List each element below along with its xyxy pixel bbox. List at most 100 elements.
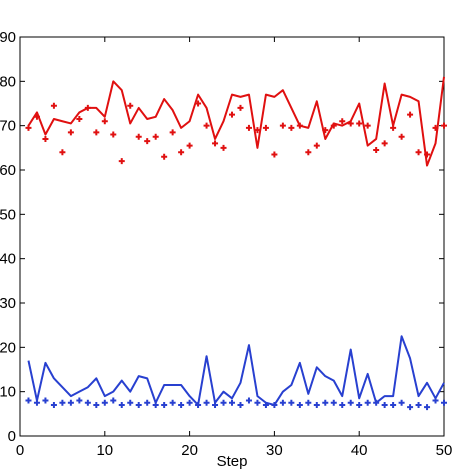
- marker: [313, 142, 320, 149]
- marker: [398, 399, 405, 406]
- marker: [25, 124, 32, 131]
- marker: [237, 104, 244, 111]
- marker: [262, 401, 269, 408]
- marker: [169, 129, 176, 136]
- marker: [254, 127, 261, 134]
- y-tick-label: 30: [0, 295, 16, 312]
- marker: [195, 401, 202, 408]
- marker: [144, 399, 151, 406]
- marker: [33, 399, 40, 406]
- y-tick-label: 40: [0, 251, 16, 268]
- y-tick-label: 20: [0, 339, 16, 356]
- marker: [229, 111, 235, 118]
- marker: [152, 133, 159, 140]
- x-tick-label: 20: [181, 442, 198, 459]
- marker: [390, 401, 397, 408]
- marker: [339, 401, 346, 408]
- marker: [390, 124, 397, 131]
- plot-frame: [19, 36, 445, 437]
- marker: [245, 397, 252, 404]
- marker: [50, 401, 57, 408]
- marker: [432, 124, 439, 131]
- marker: [110, 397, 117, 404]
- x-tick-label: 50: [436, 442, 453, 459]
- marker: [67, 129, 74, 136]
- marker: [186, 399, 193, 406]
- marker: [144, 138, 151, 145]
- marker: [373, 147, 380, 154]
- marker: [50, 102, 57, 109]
- marker: [59, 149, 66, 156]
- marker: [127, 399, 134, 406]
- marker: [84, 399, 91, 406]
- marker: [262, 124, 269, 131]
- marker: [33, 113, 40, 120]
- marker: [322, 127, 329, 134]
- x-tick-label: 0: [16, 442, 24, 459]
- x-axis-label: Step: [217, 453, 248, 470]
- marker: [441, 122, 447, 129]
- marker: [339, 118, 346, 125]
- marker: [279, 399, 286, 406]
- marker: [93, 129, 100, 136]
- marker: [381, 140, 388, 147]
- marker: [373, 399, 380, 406]
- marker: [42, 397, 49, 404]
- marker: [76, 397, 83, 404]
- marker: [322, 399, 329, 406]
- marker: [381, 401, 388, 408]
- y-tick-label: 10: [0, 384, 16, 401]
- marker: [135, 401, 142, 408]
- marker: [305, 149, 312, 156]
- marker: [59, 399, 66, 406]
- marker: [161, 401, 168, 408]
- marker: [424, 151, 431, 158]
- x-tick-label: 10: [96, 442, 113, 459]
- marker: [415, 401, 422, 408]
- marker: [178, 149, 185, 156]
- marker: [67, 399, 74, 406]
- marker: [407, 111, 414, 118]
- marker: [101, 118, 108, 125]
- marker: [42, 135, 49, 142]
- marker: [101, 399, 108, 406]
- marker: [203, 399, 210, 406]
- marker: [178, 401, 185, 408]
- marker: [330, 122, 337, 129]
- marker: [330, 399, 337, 406]
- marker: [110, 131, 117, 138]
- marker: [364, 122, 371, 129]
- marker: [432, 397, 439, 404]
- marker: [76, 116, 83, 123]
- marker: [288, 124, 295, 131]
- marker: [152, 401, 159, 408]
- marker: [313, 401, 320, 408]
- line-series: [27, 76, 445, 167]
- marker: [364, 399, 371, 406]
- marker: [161, 153, 168, 160]
- marker: [118, 158, 125, 165]
- marker: [195, 100, 202, 107]
- marker: [305, 399, 312, 406]
- marker: [296, 401, 303, 408]
- marker: [296, 122, 303, 129]
- y-tick-label: 90: [0, 29, 16, 46]
- marker: [203, 122, 210, 129]
- marker: [356, 120, 363, 127]
- y-tick-label: 0: [8, 428, 16, 445]
- marker: [127, 102, 134, 109]
- marker: [441, 399, 447, 406]
- marker: [254, 399, 261, 406]
- marker: [186, 142, 193, 149]
- marker: [237, 401, 244, 408]
- y-tick-label: 50: [0, 206, 16, 223]
- marker: [398, 133, 405, 140]
- marker: [212, 401, 219, 408]
- marker: [229, 399, 235, 406]
- marker: [271, 401, 278, 408]
- marker: [415, 149, 422, 156]
- marker: [288, 399, 295, 406]
- marker: [356, 401, 363, 408]
- marker: [212, 140, 219, 147]
